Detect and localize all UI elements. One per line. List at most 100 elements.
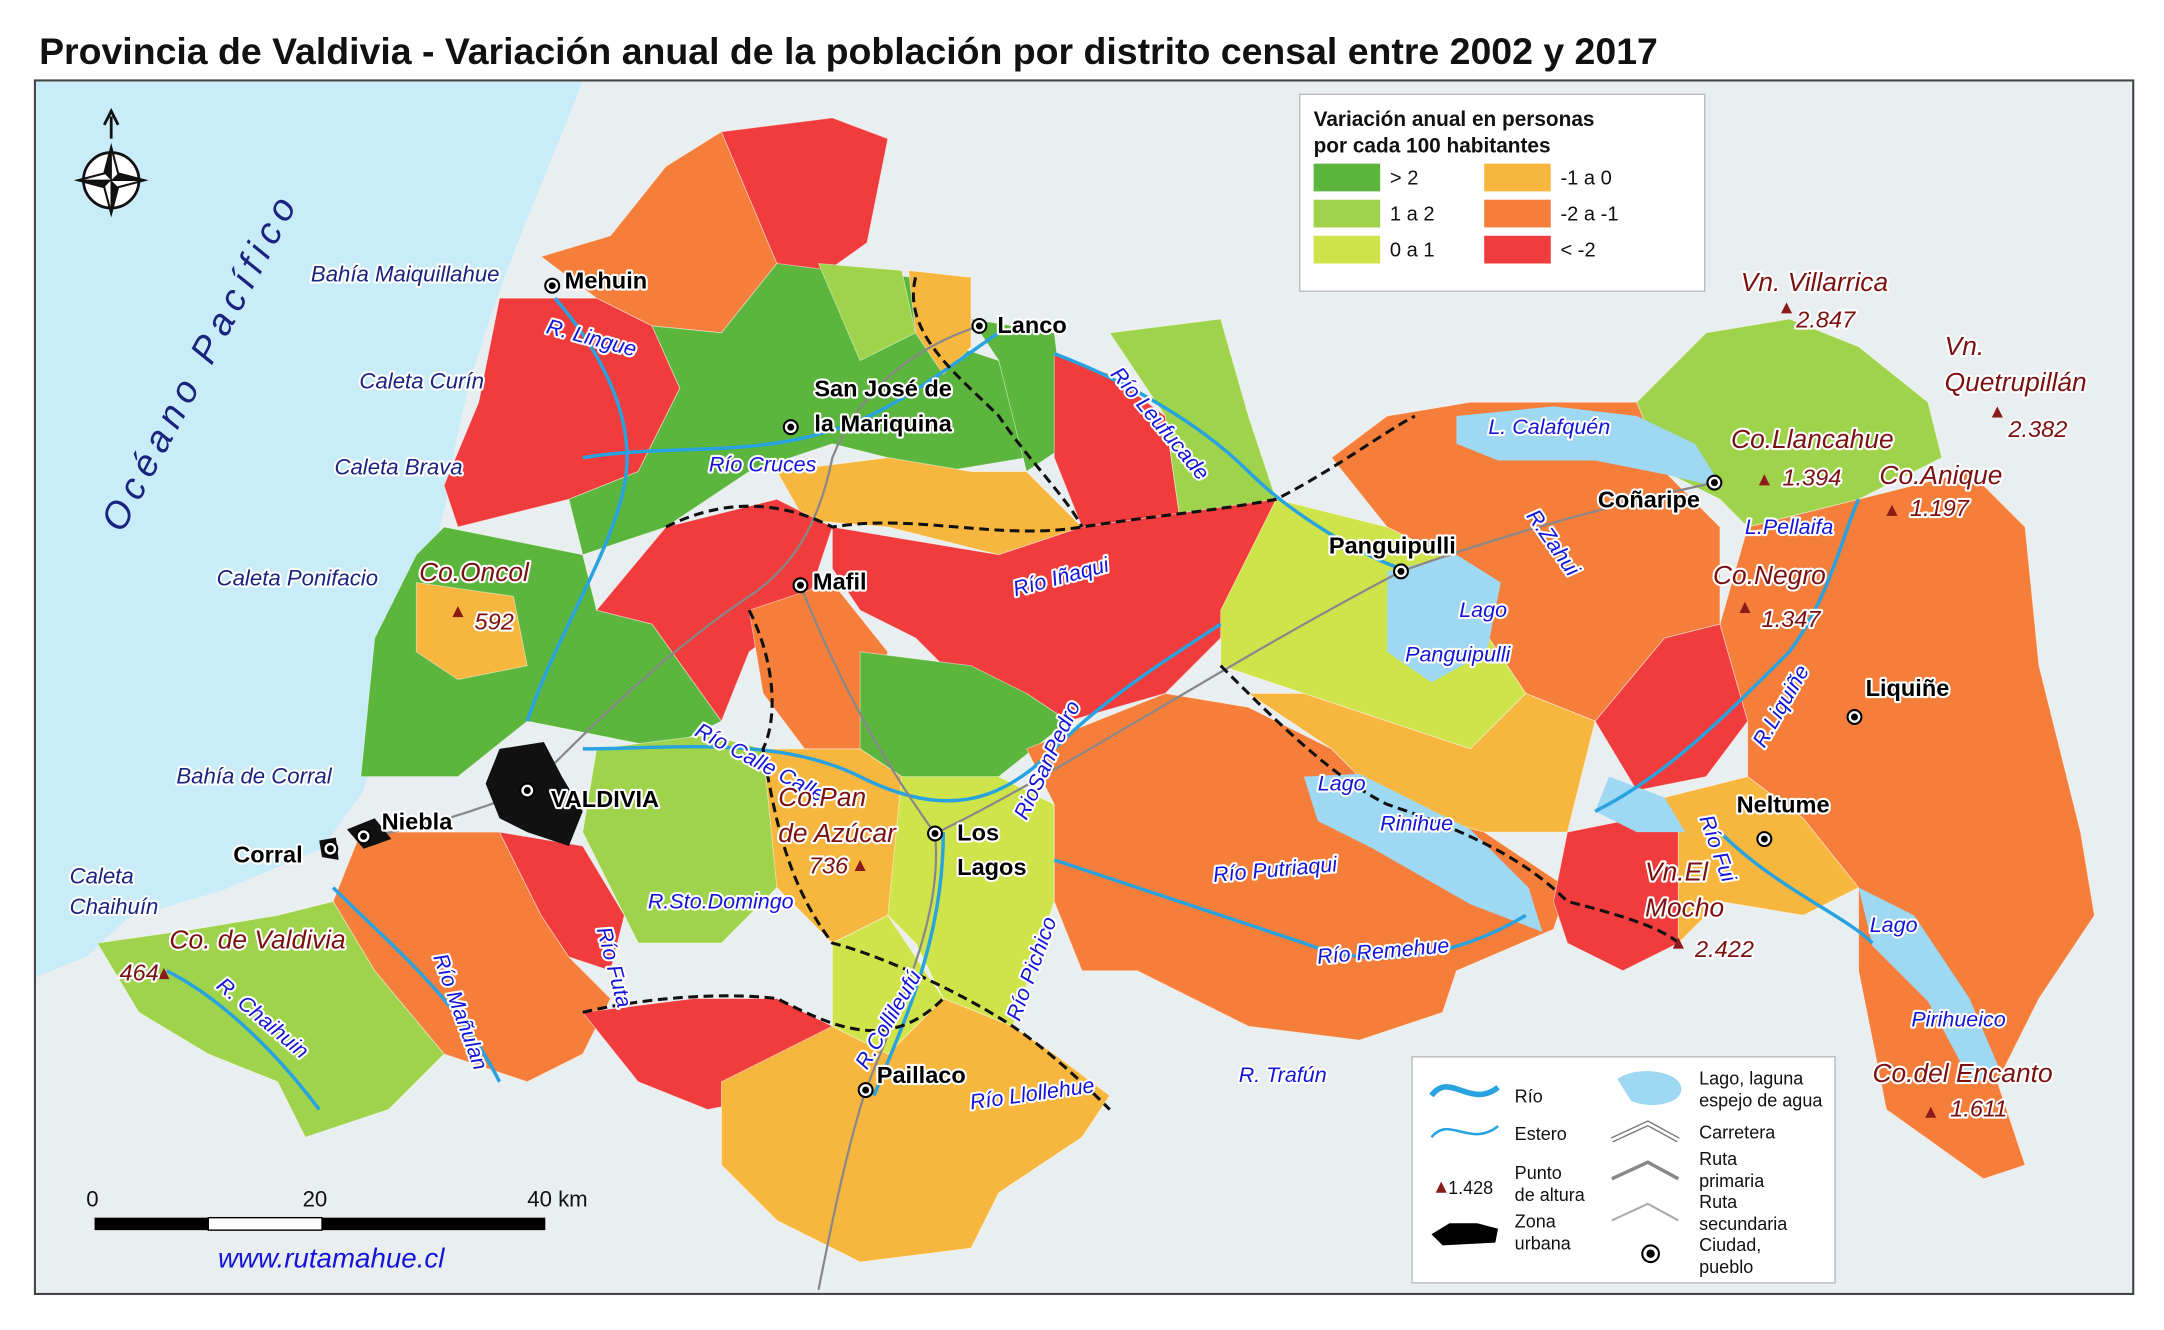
scale-segment	[94, 1217, 209, 1231]
coast-label: Caleta Ponifacio	[217, 565, 378, 590]
lake	[1303, 773, 1543, 932]
map-title: Provincia de Valdivia - Variación anual …	[39, 30, 1658, 72]
district	[970, 318, 1069, 473]
river	[1053, 352, 1402, 571]
city-dot	[975, 322, 983, 330]
water-label: L.Pellaifa	[1745, 515, 1833, 539]
city-label: Mehuin	[565, 267, 647, 293]
city-dot	[1397, 567, 1405, 575]
river	[1718, 830, 1874, 945]
peak-name: Co.Pan	[778, 782, 866, 812]
lake	[1595, 776, 1686, 833]
road	[799, 584, 938, 1290]
peak-height: 736	[809, 853, 849, 879]
key-label: Lago, laguna	[1699, 1069, 1804, 1089]
districts	[96, 117, 2095, 1263]
boundary	[1219, 664, 1680, 945]
water-label: Pirihueico	[1911, 1007, 2005, 1031]
key-label: Río	[1515, 1087, 1543, 1107]
key-label: Ruta	[1699, 1192, 1738, 1212]
legend-label: > 2	[1390, 167, 1419, 189]
key-label: primaria	[1699, 1171, 1765, 1191]
legend-swatch	[1313, 235, 1381, 264]
water-label: Panguipulli	[1405, 643, 1511, 667]
city-label: Mafil	[813, 568, 867, 594]
river	[525, 297, 629, 722]
peak-marker	[1991, 406, 2003, 418]
map-area	[34, 80, 2134, 1294]
scale-bar: 0 20 40 km	[86, 1187, 588, 1231]
key-label: urbana	[1515, 1234, 1572, 1254]
peak-height: 1.394	[1782, 464, 1841, 490]
district	[498, 831, 625, 972]
peak-height: 1.347	[1762, 606, 1822, 632]
peak-marker	[1739, 601, 1751, 613]
water-label: Río Putriaqui	[1212, 852, 1339, 887]
peak-marker	[1672, 937, 1684, 949]
key-city	[1646, 1249, 1655, 1258]
peak-marker	[452, 606, 464, 618]
key-peak	[1435, 1181, 1447, 1193]
city-label: Coñaripe	[1598, 487, 1700, 513]
city-label: la Mariquina	[814, 410, 952, 436]
scale-segment	[322, 1217, 546, 1231]
peak-name: de Azúcar	[778, 818, 897, 848]
coast-label: Caleta Curín	[359, 368, 483, 393]
district	[595, 498, 833, 723]
coast-label: Caleta Brava	[334, 454, 462, 479]
water-label: R.Sto.Domingo	[648, 889, 794, 913]
rivers	[165, 297, 1874, 1111]
peak-name: Vn.El	[1645, 857, 1709, 887]
lake	[1456, 406, 1723, 489]
key-label: Carretera	[1699, 1123, 1776, 1143]
key-secondary	[1611, 1202, 1679, 1222]
legend-label: 1 a 2	[1390, 204, 1435, 226]
map-frame	[33, 79, 2135, 1295]
city-label: San José de	[814, 376, 952, 402]
peak-height: 1.611	[1950, 1095, 2007, 1121]
key-label: Estero	[1515, 1124, 1567, 1144]
city-label: Lanco	[997, 312, 1066, 338]
district	[582, 734, 778, 944]
scale-segment	[207, 1216, 323, 1231]
city-label: Neltume	[1737, 792, 1830, 818]
legend-swatch	[1484, 199, 1551, 228]
city-dot	[1851, 713, 1858, 721]
peak-height: 2.422	[1694, 936, 1754, 962]
city-dot	[787, 423, 795, 431]
city-dot	[360, 832, 368, 840]
peak-marker	[854, 859, 866, 871]
city-label: Paillaco	[877, 1062, 966, 1088]
water-label: Río Cruces	[709, 453, 817, 477]
river	[582, 331, 1000, 460]
river	[165, 969, 321, 1111]
legend-label: < -2	[1560, 240, 1595, 262]
key-label: pueblo	[1699, 1257, 1753, 1277]
peak-name: Vn.	[1945, 331, 1985, 361]
key-lake	[1617, 1071, 1682, 1105]
scale-label: 0	[86, 1187, 98, 1212]
compass	[73, 107, 149, 218]
river	[582, 622, 1222, 803]
city-dot	[931, 830, 939, 837]
water-label: Rinihue	[1380, 812, 1453, 836]
district	[1719, 471, 2095, 1180]
legend-swatch	[1484, 235, 1551, 264]
legend-label: -1 a 0	[1560, 167, 1611, 189]
city-label: VALDIVIA	[551, 786, 659, 812]
peak-name: Quetrupillán	[1945, 367, 2087, 397]
peak-name: Co.Negro	[1713, 560, 1826, 590]
key-urban	[1431, 1223, 1499, 1246]
key-label: espejo de agua	[1699, 1091, 1823, 1111]
lake	[1858, 887, 2001, 1085]
key-river	[1429, 1084, 1500, 1098]
coast-label: Chaihuín	[70, 894, 159, 919]
key-road	[1611, 1121, 1680, 1142]
water-label: R. Trafún	[1239, 1063, 1327, 1087]
river	[1594, 498, 1861, 813]
coast-label: Caleta	[70, 863, 134, 888]
legend-label: -2 a -1	[1560, 204, 1618, 226]
boundaries	[582, 277, 1680, 1111]
legend-swatch	[1484, 163, 1551, 192]
